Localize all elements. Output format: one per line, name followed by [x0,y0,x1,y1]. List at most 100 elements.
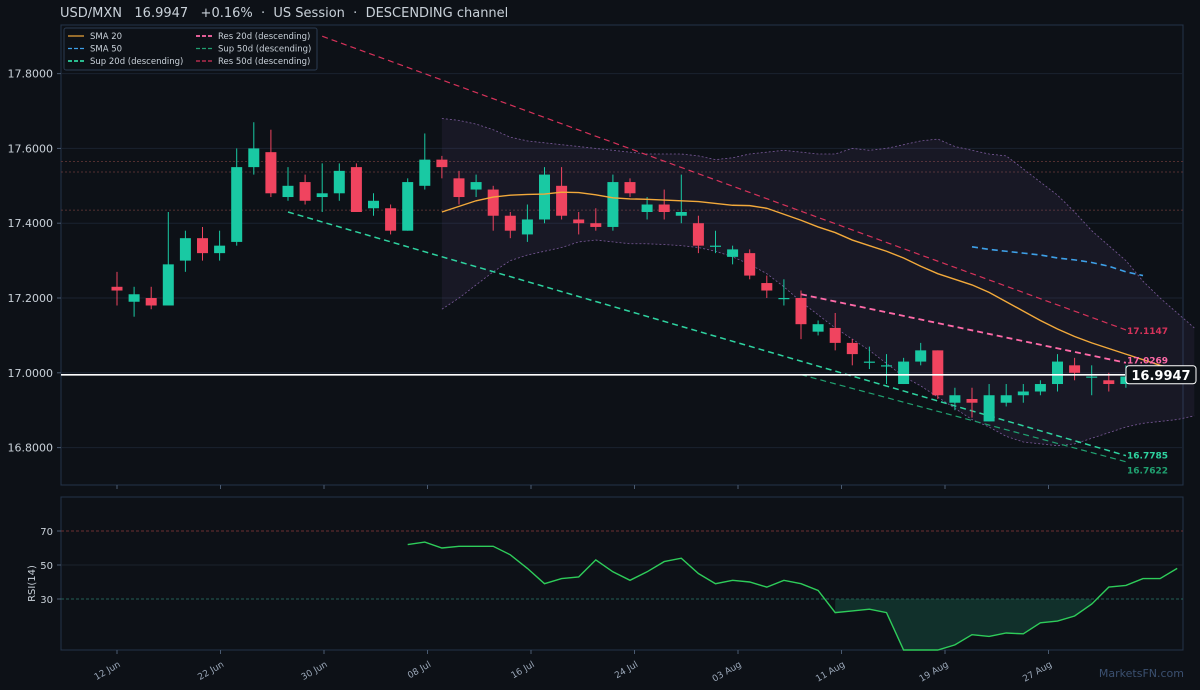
candle [453,170,465,205]
candle [658,189,670,220]
candle [829,312,841,351]
rsi-line [407,541,1178,651]
candle [966,387,978,418]
candle-body [1017,391,1029,396]
legend-label: Sup 50d (descending) [218,45,311,55]
last-price-label: 16.9947 [1131,369,1190,384]
candle-body [385,208,397,231]
candle [197,226,208,261]
rsi-panel [60,496,1184,651]
candle-body [197,238,208,254]
rsi-tick-label: 50 [40,561,53,572]
candle [915,342,927,366]
candle [385,204,397,235]
candle [881,354,892,385]
candle-body [881,365,892,367]
candle-body [1086,376,1098,378]
candle-body [658,204,670,212]
rsi-oversold-fill [835,599,1092,650]
candle [590,208,602,231]
candle-body [590,223,602,227]
candle-body [898,361,910,385]
candle-body [316,193,328,198]
chart-title: USD/MXN 16.9947 +0.16% · US Session · DE… [60,6,509,21]
candle [812,320,824,336]
candle [162,211,174,306]
candle-body [556,185,568,216]
candle [1086,365,1098,396]
candle [846,339,858,366]
sup50-level-label: 16.7622 [1127,467,1168,477]
watermark: MarketsFN.com [1098,667,1184,680]
candle-body [744,253,756,276]
candle-body [521,219,533,235]
candle [419,133,431,190]
price-tick-label: 17.8000 [8,68,54,81]
candle-body [1069,365,1081,373]
candle-body [915,350,927,362]
candle-body [966,398,978,403]
last-price-box [1125,365,1197,385]
candle-body [1034,384,1046,392]
candle-body [539,174,550,220]
legend-box [63,27,318,71]
candle [368,193,379,216]
x-tick-label: 30 Jun [300,660,330,683]
candle-body [162,264,174,306]
candle [556,167,568,220]
candle [231,148,243,246]
candle-body [1000,395,1012,403]
candle-body [350,167,362,212]
candle [539,167,550,224]
candle [727,245,739,265]
bollinger-band-fill [441,118,1195,446]
candle [675,174,687,224]
candle-body [675,211,687,216]
candle [761,275,773,299]
candle [145,286,157,310]
x-tick-label: 03 Aug [711,660,744,685]
sup50-line [800,374,1127,463]
candle [402,178,414,231]
price-tick-label: 17.4000 [8,217,54,230]
legend-label: SMA 20 [90,32,122,42]
candle [795,290,807,340]
price-panel [60,24,1184,486]
candle-body [470,182,482,190]
candle [214,230,226,261]
rsi-tick-label: 30 [40,595,53,606]
candle-body [727,249,739,257]
x-tick-label: 27 Aug [1021,660,1054,685]
candle-body [949,395,961,403]
res20-level-label: 17.0269 [1127,357,1168,367]
candle-body [248,148,260,168]
x-tick-label: 12 Jun [93,660,123,683]
legend-label: Res 20d (descending) [218,32,310,42]
candle-body [692,223,704,246]
candle-body [299,182,311,201]
candle-body [829,327,841,343]
candle-body [573,219,585,224]
candle-body [436,159,448,168]
candle-body [624,182,636,194]
candle-body [111,286,123,291]
candle [299,174,311,205]
candle-body [214,245,226,254]
candle-body [487,189,499,216]
sup20-level-label: 16.7785 [1127,452,1168,462]
x-tick-label: 16 Jul [510,660,537,681]
legend-label: SMA 50 [90,45,122,55]
candle [607,174,619,231]
rsi-axis-label: RSI(14) [27,565,38,602]
candle-body [863,361,875,363]
candle-body [504,215,516,231]
candle [350,163,362,212]
candle [1069,357,1081,381]
price-tick-label: 17.6000 [8,142,54,155]
candle-body [368,200,379,209]
candle [692,215,704,254]
candle [573,211,585,235]
candle-body [795,298,807,325]
candle-body [846,342,858,355]
